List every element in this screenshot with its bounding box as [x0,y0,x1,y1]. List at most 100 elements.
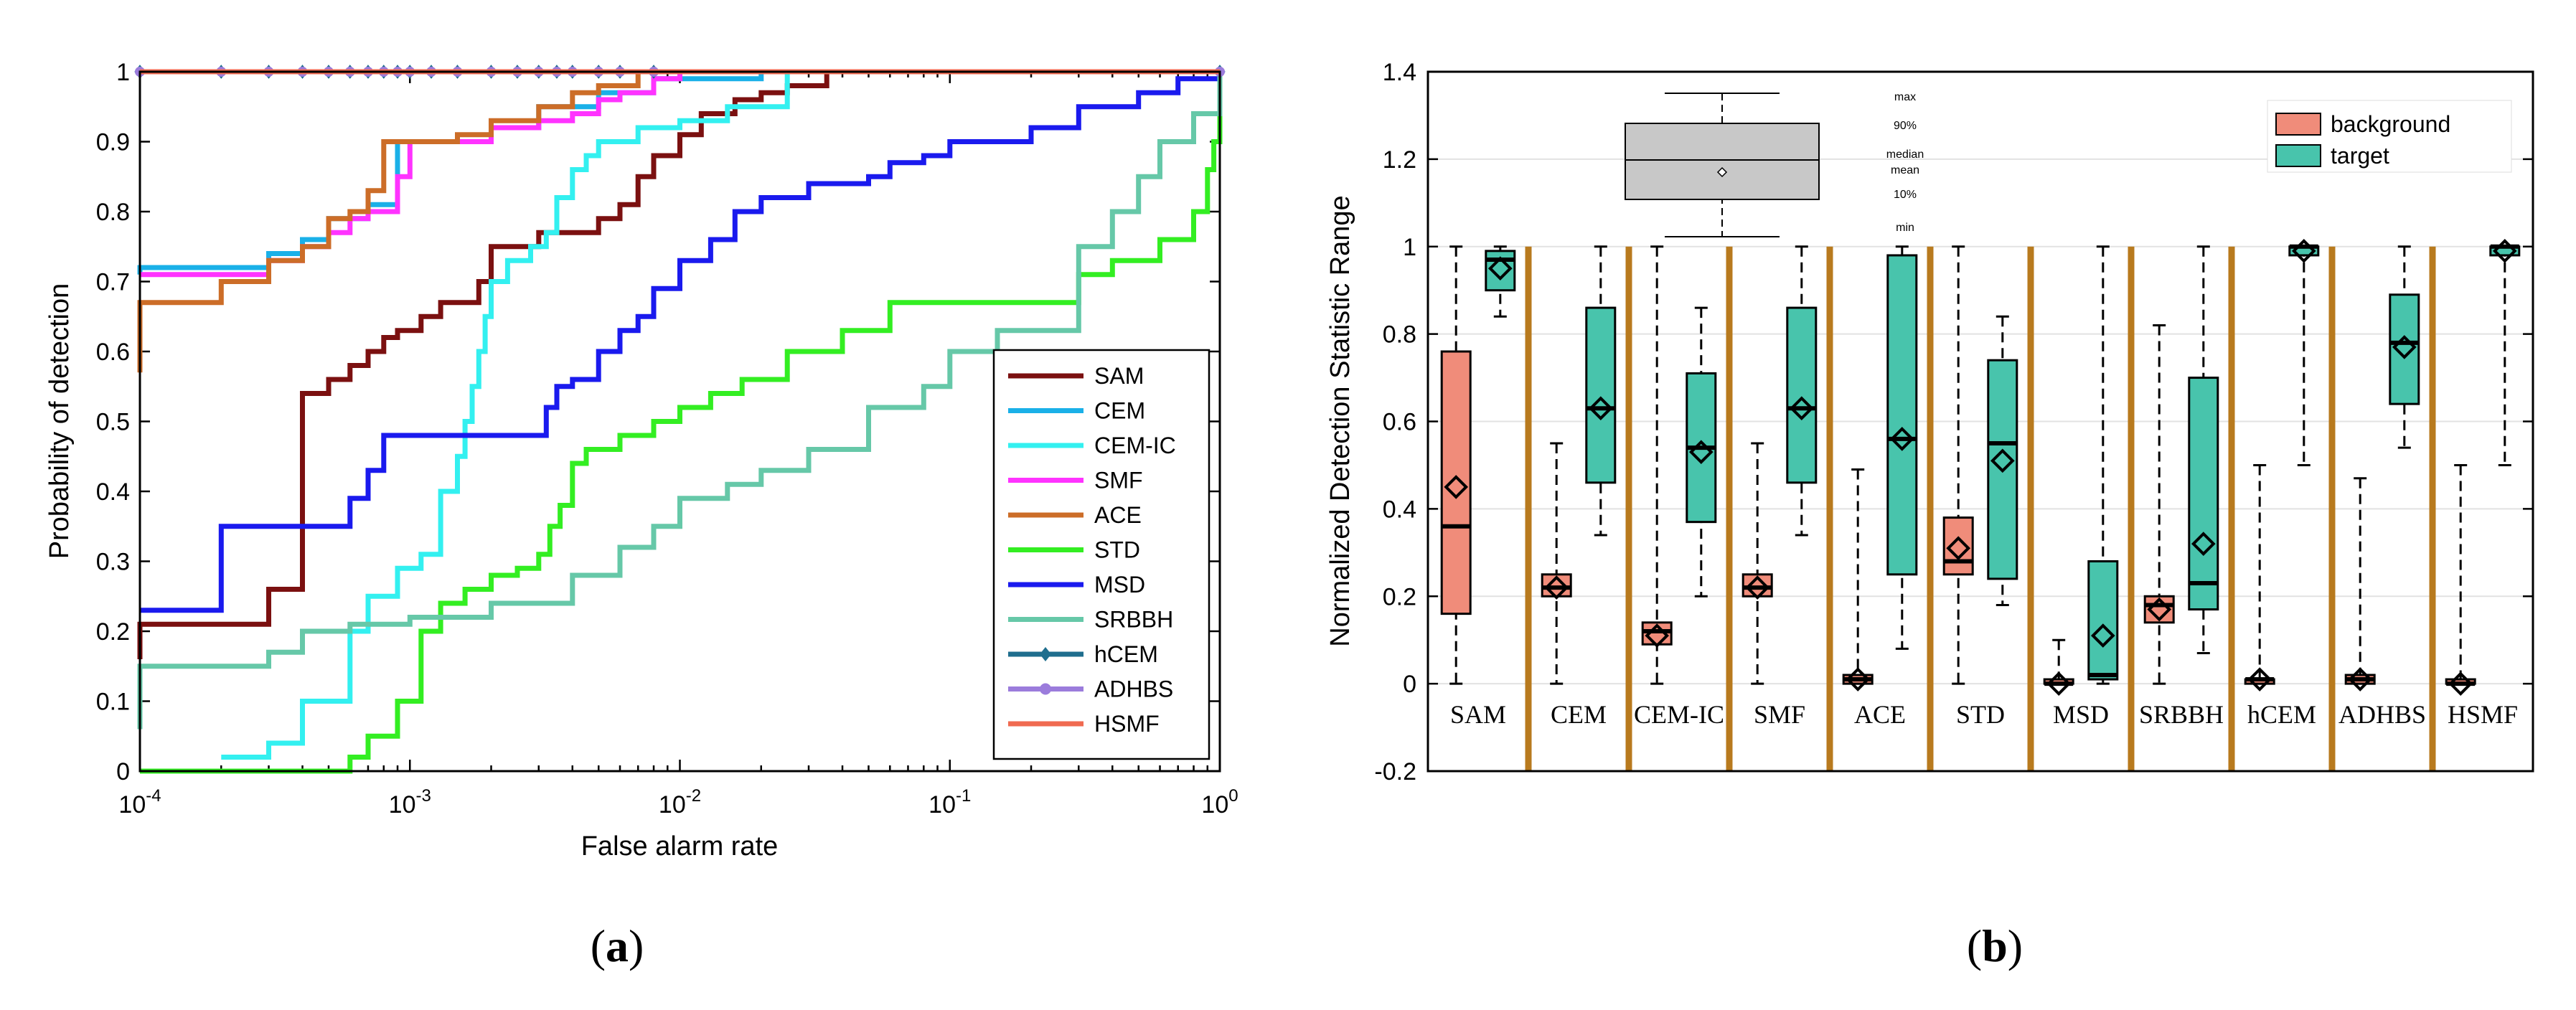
panel-b-caption: (b) [1967,920,2023,971]
box-srbbh-target-box [2188,377,2219,611]
panel-b-boxes [1440,239,2521,696]
box-sam-background-mean [1444,475,1469,499]
legend-label-hsmf: HSMF [1094,711,1160,737]
box-cem-target-mean [1588,396,1613,421]
box-msd-target-mean [2090,623,2115,648]
category-label-sam: SAM [1450,700,1506,729]
box-ace-target-box [1886,254,1918,576]
legend-box [2267,100,2512,173]
box-hsmf-background-mean [2448,671,2473,696]
key-label: max [1894,91,1916,103]
x-tick-label: 10-1 [929,786,971,818]
panel-b-caption-letter: b [1982,920,2008,971]
y-tick-label: 0.2 [96,618,130,646]
legend-label-cem-ic: CEM-IC [1094,433,1176,458]
box-hcem-background-mean [2247,667,2272,692]
legend-label-target: target [2331,143,2389,169]
legend-swatch-target [2275,144,2321,167]
panel-a-caption-letter: a [606,920,629,971]
box-cem-ic-target-mean [1688,440,1714,464]
y-tick-label: 0.5 [96,409,130,436]
y-tick-label: 0.9 [96,129,130,156]
x-tick-label-exponent: -1 [956,786,971,806]
y-tick-label: 0.3 [96,549,130,576]
box-ace-target-mean [1889,427,1914,451]
category-label-hcem: hCEM [2247,700,2316,729]
legend-swatch-background [2275,113,2321,136]
panel-b-y-axis-label: Normalized Detection Statistic Range [1325,195,1355,646]
legend-label-ace: ACE [1094,502,1142,528]
key-label: median [1886,148,1924,161]
y-tick-label: 0.6 [96,339,130,366]
legend-label-msd: MSD [1094,572,1145,598]
x-tick-label-base: 10 [1201,791,1228,818]
legend-label-std: STD [1094,537,1140,563]
legend-label-background: background [2331,111,2450,137]
legend-label-smf: SMF [1094,468,1143,494]
legend-label-srbbh: SRBBH [1094,607,1173,633]
key-label: mean [1891,164,1919,176]
legend-marker [1040,647,1051,661]
key-label: 10% [1894,189,1917,201]
panel-b-boxplot-key: max 90% median mean 10% min [1625,91,1924,237]
x-tick-label-base: 10 [659,791,686,818]
box-hsmf-target-mean [2492,239,2517,263]
panel-a-legend: SAM CEM CEM-IC SMF ACE STD MSD SRBBH hCEM ADHBS HS… [992,349,1211,760]
box-msd-target-box [2087,560,2119,681]
x-tick-label-base: 10 [929,791,956,818]
y-tick-label: 1.4 [1383,59,1416,86]
panel-a-y-axis-label: Probability of detection [44,283,75,559]
y-tick-label: 0 [1403,671,1416,698]
y-tick-label: 0.2 [1383,583,1416,610]
box-std-target-mean [1990,448,2015,473]
y-tick-label: 0.8 [1383,321,1416,349]
y-tick-label: 0.6 [1383,409,1416,436]
box-cem-background-mean [1544,575,1569,600]
legend-label-cem: CEM [1094,398,1145,424]
box-ace-background-mean [1846,667,1871,692]
legend-label-hcem: hCEM [1094,641,1158,667]
x-tick-label: 100 [1201,786,1238,818]
box-cem-ic-background-mean [1645,623,1670,648]
legend-label-adhbs: ADHBS [1094,676,1173,702]
box-adhbs-background-mean [2348,667,2373,692]
box-std-background-mean [1946,536,1971,561]
x-tick-label-base: 10 [389,791,416,818]
y-tick-label: 0.4 [1383,496,1416,523]
category-label-smf: SMF [1754,700,1805,729]
series-line-ace [137,69,1220,373]
box-hcem-target-mean [2291,239,2316,263]
x-tick-label-exponent: -3 [415,786,431,806]
x-tick-label: 10-3 [389,786,431,818]
y-tick-label: 0.1 [96,689,130,716]
key-mean [1716,166,1728,178]
panel-b-group-separators [1525,246,2436,771]
x-tick-label-base: 10 [118,791,146,818]
category-label-cem: CEM [1551,700,1607,729]
series-line-sam [137,69,1220,659]
panel-a-axes-box [138,70,1221,773]
x-tick-label: 10-2 [659,786,701,818]
panel-b-box-chart: -0.2 0 0.2 0.4 0.6 0.8 1 1.2 1.4 SAM CEM CEM-IC SMF… [1325,59,2534,971]
y-tick-label: 1 [1403,234,1416,261]
category-label-cem-ic: CEM-IC [1634,700,1724,729]
panel-a-x-axis-label: False alarm rate [581,831,779,862]
box-smf-target-mean [1789,396,1814,421]
y-tick-label: 0.4 [96,478,130,506]
category-label-hsmf: HSMF [2448,700,2518,729]
box-smf-background-mean [1745,575,1770,600]
key-box [1625,123,1820,200]
y-tick-label: 0.8 [96,199,130,226]
panel-b-tick-labels: -0.2 0 0.2 0.4 0.6 0.8 1 1.2 1.4 [1374,59,1416,785]
x-tick-label-exponent: -4 [146,786,161,806]
category-label-msd: MSD [2053,700,2109,729]
x-tick-label: 10-4 [118,786,161,818]
box-std-target-box [1987,359,2018,580]
y-tick-label: 0 [116,758,130,785]
box-adhbs-target-box [2389,293,2420,405]
box-smf-target-box [1786,306,1818,484]
y-tick-label: 1 [116,59,130,86]
